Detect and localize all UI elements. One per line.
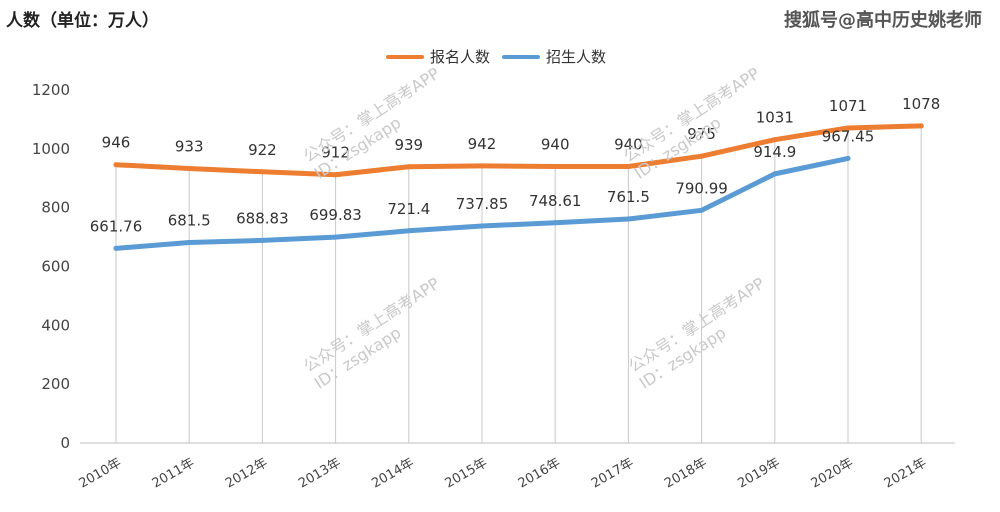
data-label-registrants: 939	[394, 136, 423, 154]
data-point-registrants	[259, 169, 265, 175]
data-label-registrants: 940	[541, 135, 570, 153]
data-point-admissions	[699, 207, 705, 213]
data-point-registrants	[406, 164, 412, 170]
y-tick-label: 1000	[32, 140, 70, 158]
y-tick-label: 400	[41, 316, 70, 334]
legend-item-registrants: 报名人数	[386, 46, 490, 67]
data-point-registrants	[772, 137, 778, 143]
data-point-registrants	[333, 172, 339, 178]
data-label-registrants: 975	[687, 125, 716, 143]
data-label-admissions: 737.85	[456, 195, 509, 213]
legend-item-admissions: 招生人数	[502, 46, 606, 67]
series-line-registrants	[113, 123, 924, 178]
x-tick-label: 2013年	[296, 455, 343, 491]
y-unit-label: 人数（单位：万人）	[6, 11, 159, 31]
legend-swatch-registrants	[386, 54, 424, 59]
legend-label-admissions: 招生人数	[546, 48, 607, 66]
data-label-registrants: 1071	[829, 97, 867, 115]
data-label-registrants: 942	[468, 135, 497, 153]
data-point-admissions	[772, 171, 778, 177]
data-label-admissions: 761.5	[607, 188, 650, 206]
y-tick-label: 1200	[32, 81, 70, 99]
data-label-registrants: 946	[102, 134, 131, 152]
data-point-admissions	[625, 216, 631, 222]
data-point-admissions	[479, 223, 485, 229]
x-tick-label: 2010年	[77, 455, 124, 491]
data-point-admissions	[333, 234, 339, 240]
y-tick-label: 800	[41, 199, 70, 217]
data-label-admissions: 661.76	[90, 217, 143, 235]
data-label-admissions: 721.4	[387, 200, 430, 218]
x-tick-label: 2014年	[369, 455, 416, 491]
legend-swatch-admissions	[502, 54, 541, 59]
data-label-registrants: 940	[614, 135, 643, 153]
x-tick-label: 2011年	[150, 455, 197, 491]
data-point-admissions	[845, 155, 851, 161]
x-tick-label: 2015年	[443, 455, 490, 491]
data-label-admissions: 688.83	[236, 209, 289, 227]
corner-watermark: 搜狐号@高中历史姚老师	[784, 10, 982, 31]
data-point-registrants	[113, 162, 119, 168]
data-point-admissions	[406, 228, 412, 234]
data-point-registrants	[186, 166, 192, 172]
y-tick-label: 200	[41, 375, 70, 393]
x-tick-label: 2021年	[882, 455, 929, 491]
data-label-admissions: 790.99	[675, 179, 728, 197]
data-label-registrants: 1078	[902, 95, 940, 113]
data-label-admissions: 967.45	[822, 127, 875, 145]
data-point-admissions	[113, 245, 119, 251]
data-point-admissions	[259, 237, 265, 243]
data-label-registrants: 933	[175, 138, 204, 156]
data-point-admissions	[186, 240, 192, 246]
x-tick-label: 2020年	[809, 455, 856, 491]
data-point-admissions	[552, 220, 558, 226]
x-tick-label: 2019年	[735, 455, 782, 491]
x-tick-label: 2018年	[662, 455, 709, 491]
data-point-registrants	[699, 153, 705, 159]
data-label-registrants: 912	[321, 144, 350, 162]
chart-legend: 报名人数 招生人数	[386, 46, 606, 67]
data-label-admissions: 681.5	[168, 212, 211, 230]
data-point-registrants	[479, 163, 485, 169]
y-tick-label: 0	[60, 434, 70, 452]
legend-label-registrants: 报名人数	[430, 48, 491, 66]
data-point-registrants	[625, 163, 631, 169]
data-point-registrants	[918, 123, 924, 129]
x-tick-label: 2012年	[223, 455, 270, 491]
x-tick-label: 2017年	[589, 455, 636, 491]
x-tick-label: 2016年	[516, 455, 563, 491]
data-label-admissions: 914.9	[753, 143, 796, 161]
y-tick-label: 600	[41, 258, 70, 276]
data-label-registrants: 922	[248, 141, 277, 159]
data-point-registrants	[552, 163, 558, 169]
data-label-admissions: 748.61	[529, 192, 582, 210]
data-point-registrants	[845, 125, 851, 131]
data-label-admissions: 699.83	[309, 206, 362, 224]
data-label-registrants: 1031	[756, 109, 794, 127]
